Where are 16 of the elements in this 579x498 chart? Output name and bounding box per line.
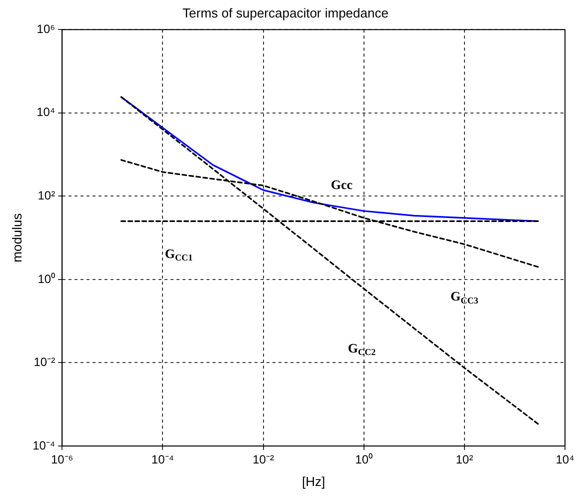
- series-label: Gcc: [330, 177, 353, 192]
- y-tick-label: 10⁻⁴: [32, 438, 56, 452]
- y-tick-label: 10²: [38, 188, 56, 202]
- x-tick-label: 10⁻⁴: [151, 452, 174, 467]
- x-tick-label: 10⁰: [355, 452, 373, 467]
- y-tick-label: 10⁰: [38, 272, 56, 286]
- x-tick-label: 10⁴: [556, 452, 574, 467]
- x-tick-label: 10²: [456, 452, 474, 467]
- x-axis-title: [Hz]: [302, 474, 326, 489]
- chart-title: Terms of supercapacitor impedance: [182, 5, 388, 20]
- y-tick-label: 10⁶: [36, 22, 56, 36]
- y-tick-label: 10⁴: [36, 105, 56, 120]
- y-axis-title: modulus: [9, 212, 24, 262]
- x-tick-label: 10⁻²: [252, 452, 274, 467]
- y-tick-label: 10⁻²: [34, 355, 56, 370]
- x-tick-label: 10⁻⁶: [50, 452, 74, 467]
